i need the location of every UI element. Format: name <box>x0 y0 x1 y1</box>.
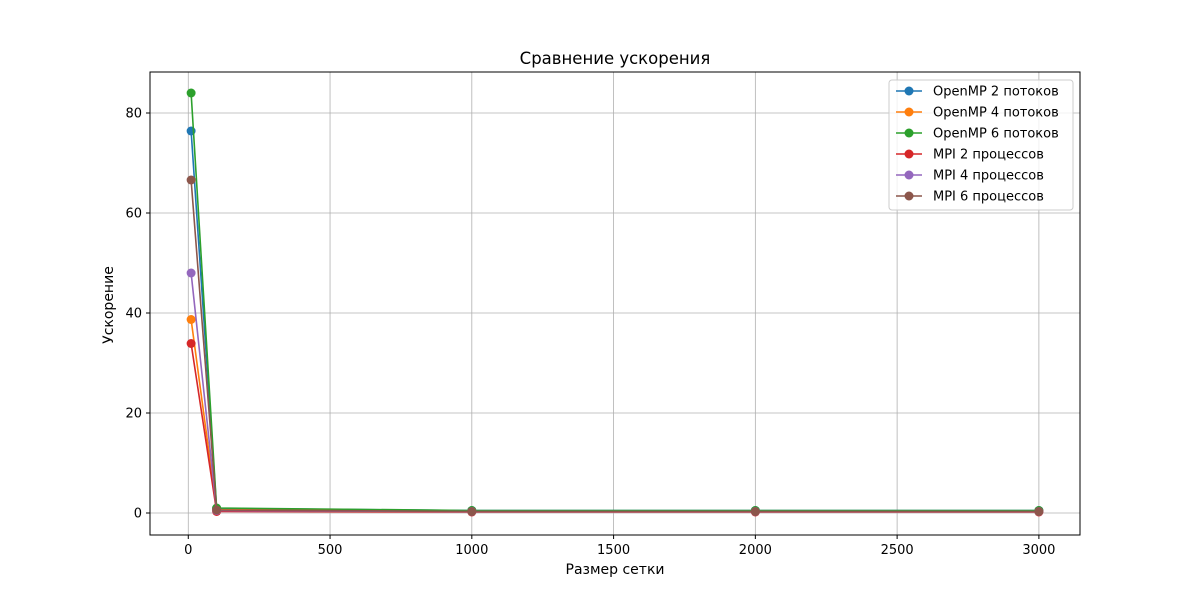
y-tick-label: 0 <box>134 507 142 522</box>
legend-marker <box>904 170 914 180</box>
legend-label: MPI 2 процессов <box>933 148 1044 163</box>
series-6 <box>186 175 1044 516</box>
legend-marker <box>904 86 914 96</box>
legend-item: OpenMP 2 потоков <box>896 85 1059 100</box>
plot-frame <box>149 71 1081 536</box>
data-point <box>186 339 196 348</box>
data-point <box>750 507 760 516</box>
y-tick-label: 40 <box>125 307 142 322</box>
x-tick-label: 500 <box>318 543 343 558</box>
data-point <box>186 315 196 324</box>
legend-label: MPI 6 процессов <box>933 190 1044 205</box>
legend-label: OpenMP 2 потоков <box>933 85 1059 100</box>
y-tick-label: 20 <box>125 407 142 422</box>
data-point <box>186 175 196 185</box>
legend-marker <box>904 191 914 201</box>
chart-title: Сравнение ускорения <box>520 49 711 68</box>
legend-box <box>888 79 1074 211</box>
y-tick-label: 80 <box>125 107 142 122</box>
axes: 0 500 1000 1500 2000 2500 3000 0 20 40 60 80 <box>125 71 1081 558</box>
x-tick-label: 2500 <box>881 543 914 558</box>
legend-label: OpenMP 4 потоков <box>933 106 1059 121</box>
x-axis-label: Размер сетки <box>566 562 665 578</box>
x-tick-label: 0 <box>184 543 192 558</box>
legend-item: OpenMP 4 потоков <box>896 106 1059 121</box>
data-point <box>186 268 196 278</box>
series-lines <box>186 88 1044 517</box>
legend-item: MPI 4 процессов <box>896 169 1044 184</box>
data-point <box>1034 507 1044 516</box>
legend-label: OpenMP 6 потоков <box>933 127 1059 142</box>
legend-item: MPI 6 процессов <box>896 190 1044 205</box>
x-tick-label: 1500 <box>597 543 630 558</box>
legend-label: MPI 4 процессов <box>933 169 1044 184</box>
data-point <box>186 88 196 98</box>
x-tick-label: 3000 <box>1022 543 1055 558</box>
legend-marker <box>904 107 914 117</box>
y-axis-label: Ускорение <box>101 266 117 344</box>
x-tick-label: 2000 <box>739 543 772 558</box>
y-tick-label: 60 <box>125 207 142 222</box>
grid-lines <box>150 72 1080 535</box>
data-point <box>467 507 477 516</box>
legend-item: MPI 2 процессов <box>896 148 1044 163</box>
legend-item: OpenMP 6 потоков <box>896 127 1059 142</box>
legend-marker <box>904 149 914 159</box>
x-tick-label: 1000 <box>455 543 488 558</box>
data-point <box>212 505 222 515</box>
legend: OpenMP 2 потоков OpenMP 4 потоков OpenMP 6… <box>888 79 1074 211</box>
legend-marker <box>904 128 914 138</box>
